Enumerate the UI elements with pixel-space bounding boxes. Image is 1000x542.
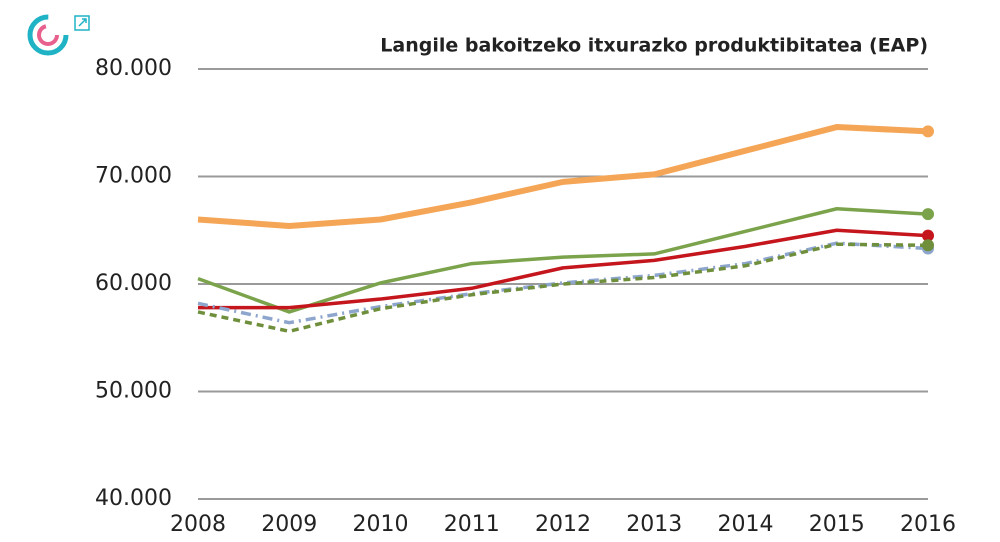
y-tick-label: 40.000 [95,486,172,511]
series-line [197,241,929,325]
x-tick-label: 2009 [261,512,317,537]
series-line [197,124,929,229]
x-tick-label: 2015 [809,512,865,537]
x-tick-label: 2008 [170,512,226,537]
y-tick-label: 50.000 [95,379,172,404]
y-tick-label: 60.000 [95,271,172,296]
x-tick-label: 2016 [900,512,956,537]
logo [27,14,90,56]
x-tick-label: 2011 [444,512,500,537]
x-tick-label: 2013 [626,512,682,537]
series-line [197,207,929,314]
series-line [197,242,929,334]
y-tick-label: 80.000 [95,56,172,81]
end-marker [922,125,934,138]
end-marker [922,239,934,252]
y-tick-label: 70.000 [95,164,172,189]
chart-title: Langile bakoitzeko itxurazko produktibit… [380,35,928,57]
end-marker [922,229,934,242]
x-tick-label: 2014 [718,512,774,537]
x-tick-label: 2012 [535,512,591,537]
end-marker [922,208,934,221]
x-tick-label: 2010 [353,512,409,537]
series-line [198,228,929,310]
